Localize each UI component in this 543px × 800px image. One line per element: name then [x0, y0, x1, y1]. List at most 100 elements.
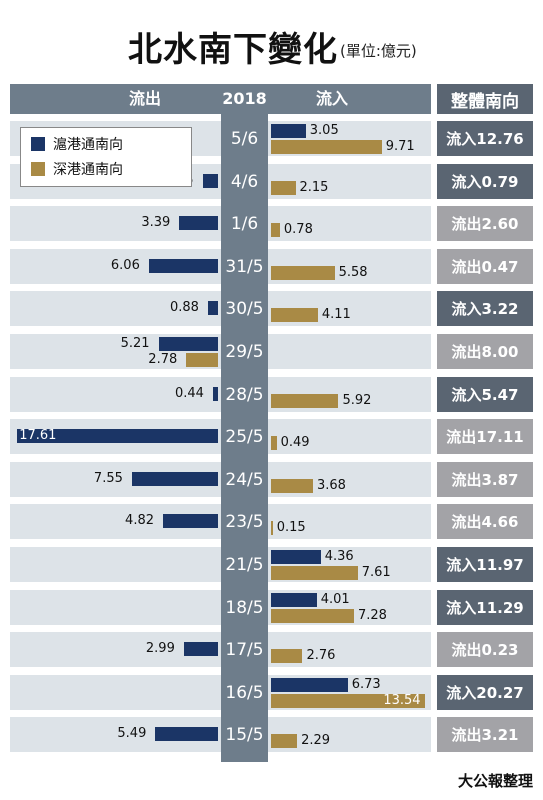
value-label-shenzhen: 7.28 — [357, 607, 387, 623]
bar-shenzhen — [271, 608, 354, 623]
value-label-shanghai: 6.06 — [110, 257, 140, 273]
net-southbound-value: 流出17.11 — [437, 419, 533, 455]
legend-label-shanghai: 滬港通南向 — [53, 137, 123, 153]
bar-shenzhen — [271, 436, 277, 451]
header-year: 2018 — [222, 89, 267, 108]
bar-shenzhen — [271, 521, 273, 536]
value-label-shenzhen: 2.76 — [306, 648, 336, 664]
net-southbound-value: 流入5.47 — [437, 376, 533, 412]
value-label-shanghai: 4.82 — [125, 513, 154, 529]
value-label-shanghai: 17.61 — [19, 428, 57, 444]
bar-shanghai — [131, 471, 218, 486]
date-label: 28/5 — [225, 384, 264, 405]
value-label-shanghai: 6.73 — [351, 676, 381, 692]
value-label-shanghai: 3.39 — [141, 215, 171, 231]
bar-shenzhen — [271, 566, 358, 580]
bar-shanghai — [158, 337, 218, 351]
unit-label: (單位:億元) — [340, 42, 417, 60]
value-label-shenzhen: 0.49 — [280, 435, 310, 451]
bar-shenzhen — [186, 353, 218, 367]
row-background — [10, 461, 431, 497]
bar-shenzhen — [271, 265, 335, 280]
date-column-band — [221, 84, 268, 762]
legend-label-shenzhen: 深港通南向 — [53, 162, 123, 178]
header-outflow: 流出 — [129, 89, 162, 108]
row-background — [10, 589, 431, 625]
date-label: 29/5 — [225, 342, 264, 362]
row-background — [10, 376, 431, 412]
date-label: 5/6 — [230, 129, 259, 149]
value-label-shenzhen: 3.68 — [316, 477, 346, 493]
bar-shanghai — [212, 386, 218, 401]
net-southbound-value: 流入11.97 — [437, 547, 533, 582]
value-label-shanghai: 5.49 — [117, 726, 147, 742]
bar-shenzhen — [271, 478, 313, 493]
bar-shanghai — [271, 550, 321, 564]
bar-shanghai — [202, 173, 218, 188]
bar-shanghai — [183, 642, 218, 657]
value-label-shanghai: 5.21 — [120, 336, 150, 351]
bar-shanghai — [179, 216, 218, 231]
bar-shenzhen — [271, 308, 318, 323]
date-label: 30/5 — [225, 299, 264, 320]
net-southbound-value: 流出4.66 — [437, 504, 533, 540]
net-southbound-value: 流出3.87 — [437, 461, 533, 497]
net-southbound-value: 流入11.29 — [437, 589, 533, 625]
legend-item-shenzhen: 深港通南向 — [31, 161, 123, 178]
bar-shanghai — [271, 677, 348, 692]
bar-shenzhen — [271, 693, 426, 708]
bar-shanghai — [163, 514, 218, 529]
value-label-shanghai: 0.88 — [169, 300, 199, 316]
net-southbound-value: 流入20.27 — [437, 674, 533, 710]
value-label-shanghai: 4.36 — [324, 549, 354, 564]
value-label-shenzhen: 4.11 — [321, 307, 351, 323]
bar-shanghai — [148, 258, 218, 273]
bar-shenzhen — [271, 734, 298, 749]
value-label-shenzhen: 5.92 — [342, 392, 372, 408]
value-label-shanghai: 7.55 — [93, 470, 123, 486]
date-label: 24/5 — [225, 469, 264, 490]
legend-item-shanghai: 滬港通南向 — [31, 136, 123, 153]
value-label-shenzhen: 7.61 — [361, 565, 391, 580]
row-background — [10, 206, 431, 242]
bar-shanghai — [271, 124, 306, 138]
row-background — [10, 504, 431, 540]
net-southbound-value: 流出8.00 — [437, 334, 533, 369]
net-southbound-value: 流入0.79 — [437, 163, 533, 199]
bar-shenzhen — [271, 140, 382, 154]
value-label-shanghai: 4.01 — [320, 591, 350, 607]
date-label: 25/5 — [225, 427, 264, 448]
value-label-shenzhen: 0.78 — [283, 222, 313, 238]
net-southbound-value: 流入3.22 — [437, 291, 533, 327]
bar-shanghai — [155, 727, 218, 742]
bar-shenzhen — [271, 649, 303, 664]
bar-shanghai — [271, 592, 317, 607]
value-label-shanghai: 2.99 — [145, 641, 175, 657]
bar-shanghai — [17, 429, 218, 444]
value-label-shanghai: 0.44 — [174, 385, 204, 401]
legend-swatch-shanghai — [31, 137, 45, 151]
row-background — [10, 334, 431, 369]
value-label-shenzhen: 13.54 — [383, 692, 421, 708]
bar-shenzhen — [271, 223, 280, 238]
net-southbound-value: 流出2.60 — [437, 206, 533, 242]
legend-swatch-shenzhen — [31, 162, 45, 176]
net-southbound-value: 流出3.21 — [437, 717, 533, 753]
row-background — [10, 547, 431, 582]
date-label: 1/6 — [230, 214, 259, 235]
net-southbound-value: 流出0.23 — [437, 632, 533, 668]
value-label-shenzhen: 2.78 — [148, 352, 178, 367]
header-left-band — [10, 84, 268, 114]
net-southbound-value: 流入12.76 — [437, 121, 533, 156]
row-background — [10, 717, 431, 753]
value-label-shanghai: 3.05 — [309, 123, 339, 138]
date-label: 4/6 — [230, 171, 259, 192]
value-label-shenzhen: 0.15 — [276, 520, 306, 536]
bar-shanghai — [207, 301, 218, 316]
date-label: 15/5 — [225, 725, 264, 746]
bar-shenzhen — [271, 393, 339, 408]
legend: 滬港通南向 深港通南向 — [20, 127, 192, 187]
page-title: 北水南下變化 — [128, 30, 338, 70]
date-label: 31/5 — [225, 256, 264, 277]
date-label: 16/5 — [225, 682, 264, 703]
